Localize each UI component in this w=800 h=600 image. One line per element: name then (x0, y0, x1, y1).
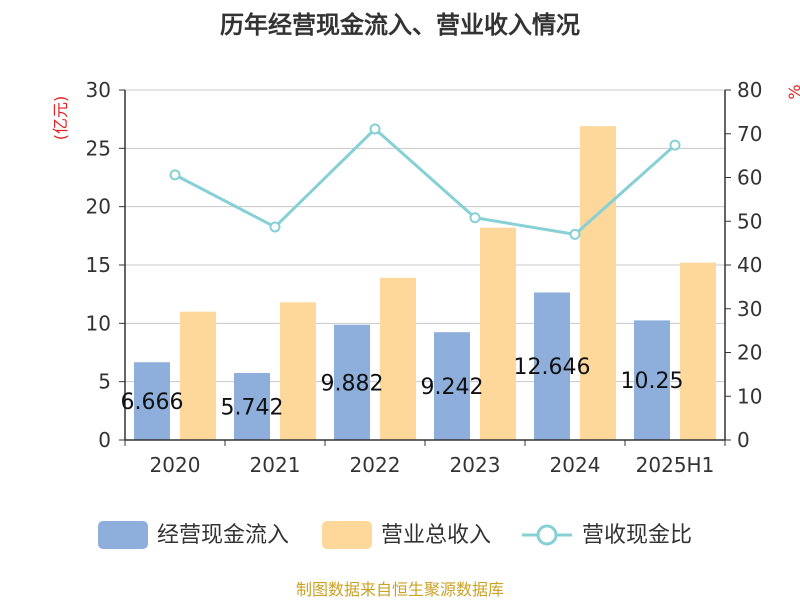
bar-cash-inflow (634, 320, 670, 440)
bar-cash-inflow (334, 324, 370, 440)
data-labels: 6.666 5.742 9.882 9.242 12.646 10.25 (121, 355, 684, 420)
x-axis-tick-label: 2020 (150, 453, 201, 477)
right-axis-tick-label: 60 (737, 166, 762, 190)
ratio-line (169, 123, 681, 240)
bar-revenue (580, 126, 616, 441)
right-axis-tick-label: 10 (737, 384, 762, 408)
legend-label-cash-inflow: 经营现金流入 (157, 523, 289, 548)
right-axis-tick-label: 50 (737, 209, 762, 233)
legend-swatch-cash-inflow (98, 521, 148, 549)
data-label-cash-inflow: 9.242 (421, 375, 484, 400)
legend-swatch-revenue (322, 521, 372, 549)
x-axis-tick-label: 2025H1 (636, 453, 715, 477)
data-label-cash-inflow: 5.742 (221, 396, 284, 421)
left-axis-tick-label: 15 (86, 253, 111, 277)
right-axis-tick-label: 70 (737, 122, 762, 146)
left-axis-tick-label: 25 (86, 136, 111, 160)
data-label-cash-inflow: 9.882 (321, 371, 384, 396)
data-source-footer: 制图数据来自恒生聚源数据库 (296, 580, 504, 599)
ratio-point (469, 212, 481, 224)
bar-cash-inflow (134, 362, 170, 440)
ratio-point (569, 228, 581, 240)
left-axis-tick-label: 0 (98, 428, 111, 452)
right-axis-tick-label: 20 (737, 341, 762, 365)
x-axis-tick-label: 2024 (550, 453, 601, 477)
x-axis-tick-label: 2023 (450, 453, 501, 477)
right-axis-tick-label: 30 (737, 297, 762, 321)
bar-cash-inflow (534, 292, 570, 440)
bar-revenue (280, 302, 316, 440)
left-axis-tick-label: 10 (86, 311, 111, 335)
bar-revenue (180, 311, 216, 440)
legend: 经营现金流入 营业总收入 营收现金比 (98, 521, 692, 549)
ratio-point (269, 221, 281, 233)
right-axis-tick-label: 0 (737, 428, 750, 452)
bar-revenue (380, 277, 416, 440)
chart-title: 历年经营现金流入、营业收入情况 (220, 11, 580, 39)
legend-swatch-ratio-marker (536, 524, 558, 546)
right-axis-unit: % (785, 84, 800, 99)
ratio-point (369, 123, 381, 135)
bar-revenue (680, 262, 716, 440)
x-axis-tick-label: 2022 (350, 453, 401, 477)
left-axis-unit: (亿元) (51, 96, 70, 141)
axes: 0 5 10 15 20 25 30 0 10 20 30 40 50 60 70 80 2020 2021 202… (86, 78, 763, 477)
bar-cash-inflow (234, 373, 270, 440)
bar-revenue (480, 227, 516, 440)
gridlines (125, 89, 725, 383)
right-axis-tick-label: 80 (737, 78, 762, 102)
legend-label-ratio: 营收现金比 (582, 523, 692, 548)
x-axis-tick-label: 2021 (250, 453, 301, 477)
data-label-cash-inflow: 10.25 (621, 369, 684, 394)
legend-label-revenue: 营业总收入 (381, 523, 491, 548)
bars (134, 126, 716, 441)
ratio-point (169, 169, 181, 181)
data-label-cash-inflow: 6.666 (121, 390, 184, 415)
left-axis-tick-label: 30 (86, 78, 111, 102)
left-axis-tick-label: 20 (86, 195, 111, 219)
left-axis-tick-label: 5 (98, 370, 111, 394)
bar-cash-inflow (434, 332, 470, 440)
ratio-point (669, 139, 681, 151)
ratio-line-path (174, 126, 676, 236)
right-axis-tick-label: 40 (737, 253, 762, 277)
data-label-cash-inflow: 12.646 (514, 355, 591, 380)
